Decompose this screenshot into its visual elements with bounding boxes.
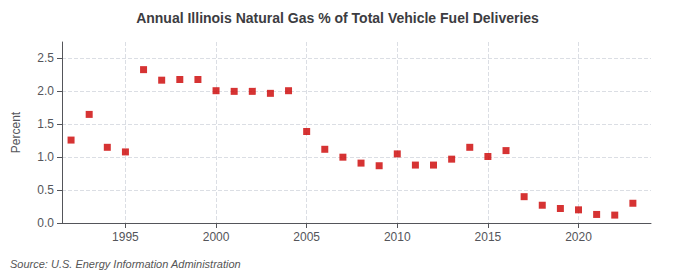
svg-text:2020: 2020 bbox=[565, 230, 592, 244]
svg-text:1.5: 1.5 bbox=[37, 117, 54, 131]
svg-text:2015: 2015 bbox=[475, 230, 502, 244]
svg-text:2005: 2005 bbox=[293, 230, 320, 244]
svg-text:2.5: 2.5 bbox=[37, 51, 54, 65]
svg-text:Percent: Percent bbox=[9, 111, 23, 153]
svg-text:Source: U.S. Energy Informatio: Source: U.S. Energy Information Administ… bbox=[10, 258, 241, 270]
svg-text:0.5: 0.5 bbox=[37, 183, 54, 197]
svg-text:1995: 1995 bbox=[112, 230, 139, 244]
svg-text:2000: 2000 bbox=[203, 230, 230, 244]
svg-text:2.0: 2.0 bbox=[37, 84, 54, 98]
svg-text:1.0: 1.0 bbox=[37, 150, 54, 164]
svg-text:0.0: 0.0 bbox=[37, 216, 54, 230]
svg-text:2010: 2010 bbox=[384, 230, 411, 244]
svg-text:Annual Illinois Natural Gas %: Annual Illinois Natural Gas % of Total V… bbox=[136, 10, 539, 26]
